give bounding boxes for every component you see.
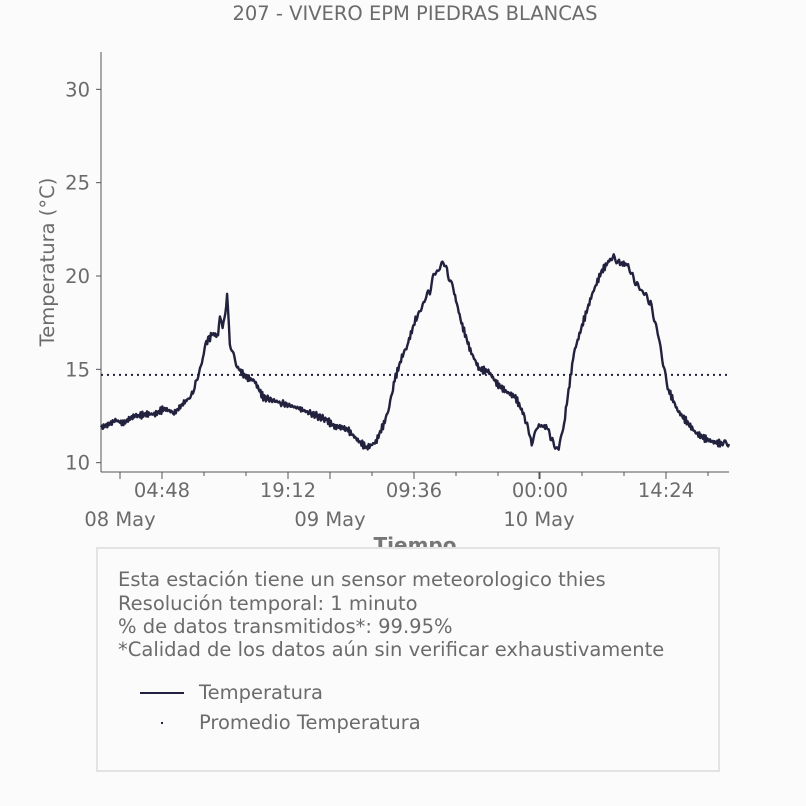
legend-promedio-label: Promedio Temperatura <box>199 711 421 734</box>
y-tick-label: 25 <box>65 172 90 195</box>
temporal-resolution-note: Resolución temporal: 1 minuto <box>118 592 418 615</box>
x-tick-label: 09:36 <box>386 479 442 502</box>
y-tick-label: 30 <box>65 78 90 101</box>
x-tick-label: 14:24 <box>638 479 694 502</box>
legend-promedio-marker <box>161 722 163 724</box>
legend-temperatura-line <box>140 692 184 694</box>
station-sensor-note: Esta estación tiene un sensor meteorolog… <box>118 568 606 591</box>
y-tick-label: 20 <box>65 265 90 288</box>
x-date-label: 08 May <box>84 508 155 531</box>
legend-temperatura-label: Temperatura <box>199 681 323 704</box>
y-axis-label: Temperatura (°C) <box>36 178 59 348</box>
y-tick-label: 15 <box>65 358 90 381</box>
chart-title: 207 - VIVERO EPM PIEDRAS BLANCAS <box>232 2 598 25</box>
data-transmitted-note: % de datos transmitidos*: 99.95% <box>118 615 453 638</box>
info-legend-box: Esta estación tiene un sensor meteorolog… <box>96 547 720 772</box>
x-tick-label: 04:48 <box>134 479 190 502</box>
series-line-temperatura <box>99 253 731 451</box>
data-quality-note: *Calidad de los datos aún sin verificar … <box>118 638 665 661</box>
x-date-label: 10 May <box>503 508 574 531</box>
x-tick-label: 19:12 <box>260 479 316 502</box>
y-tick-label: 10 <box>65 452 90 475</box>
x-date-label: 09 May <box>294 508 365 531</box>
x-tick-label: 00:00 <box>512 479 568 502</box>
